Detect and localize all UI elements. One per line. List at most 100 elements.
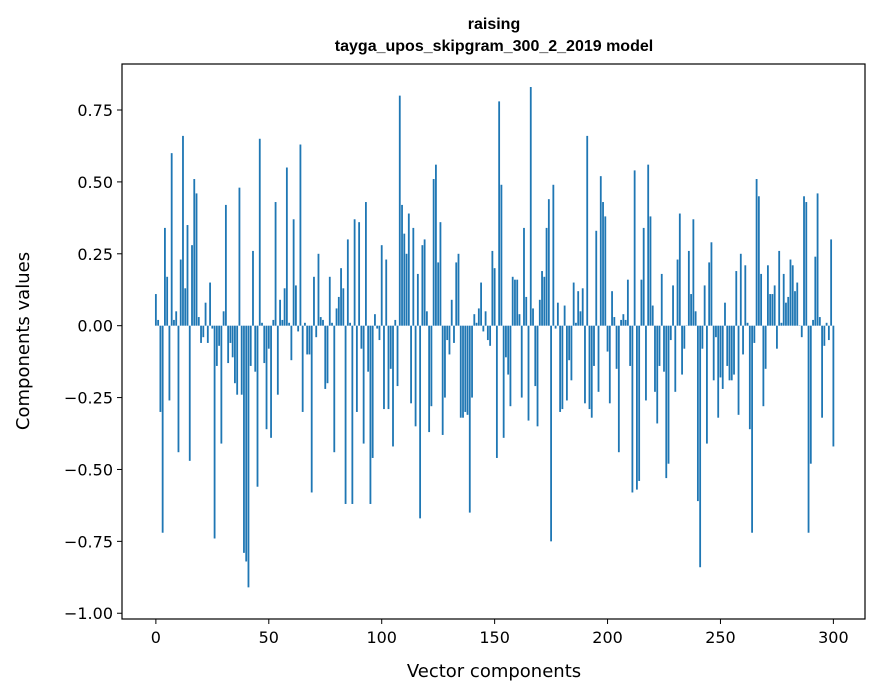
bar <box>550 325 552 542</box>
bar <box>703 285 706 326</box>
bar <box>412 227 415 326</box>
bar <box>599 176 602 326</box>
y-tick-label: −0.25 <box>64 389 113 408</box>
bar <box>294 285 297 326</box>
bar <box>200 325 202 343</box>
bar <box>378 325 381 341</box>
bar <box>543 276 546 326</box>
y-tick-label: 0.50 <box>77 173 113 192</box>
bar <box>455 262 458 326</box>
bar <box>355 325 358 412</box>
bar <box>292 219 295 326</box>
bar <box>556 302 559 326</box>
bar <box>559 325 562 412</box>
bar <box>602 202 604 326</box>
bar <box>800 325 803 338</box>
bar <box>477 308 480 326</box>
bar <box>766 265 769 326</box>
bar <box>457 253 460 326</box>
bar <box>376 325 379 329</box>
bar <box>604 216 607 326</box>
bar <box>471 325 473 398</box>
bar <box>283 288 286 326</box>
bar <box>785 302 787 326</box>
bar <box>285 167 288 326</box>
bar <box>527 325 530 421</box>
bar <box>534 325 537 387</box>
bar <box>258 138 261 326</box>
bar <box>328 276 331 326</box>
bar <box>764 325 767 369</box>
bar <box>796 282 799 326</box>
x-tick-label: 250 <box>705 628 736 647</box>
bar <box>620 319 622 326</box>
bar <box>301 325 304 412</box>
bar <box>498 101 501 326</box>
bar <box>694 311 697 326</box>
bar <box>518 314 521 326</box>
bar <box>448 325 451 355</box>
bar <box>202 325 205 338</box>
bar <box>674 325 677 392</box>
bar <box>351 325 354 504</box>
bar <box>177 325 180 453</box>
bar <box>529 87 532 326</box>
bar <box>288 322 291 326</box>
bar <box>154 294 157 326</box>
bar <box>218 325 221 346</box>
bar <box>665 325 668 479</box>
bar <box>191 245 193 326</box>
bar <box>721 325 724 389</box>
bar <box>832 325 835 447</box>
bar <box>769 294 772 326</box>
bar <box>748 325 751 430</box>
bar <box>654 325 656 392</box>
bar <box>606 325 609 352</box>
bar <box>236 325 239 395</box>
bar <box>362 325 365 444</box>
bar <box>638 325 641 481</box>
bar <box>687 250 690 326</box>
bar <box>532 308 534 326</box>
bar <box>701 325 704 349</box>
bar <box>324 325 327 389</box>
bar <box>622 314 625 326</box>
bar <box>313 276 315 326</box>
bar <box>157 319 160 326</box>
bar <box>425 311 428 326</box>
bar <box>331 322 333 326</box>
bar <box>369 325 372 504</box>
bar <box>276 325 279 395</box>
bar <box>243 325 245 553</box>
bar <box>164 227 166 326</box>
bar <box>414 325 417 427</box>
bar <box>416 273 419 326</box>
bar <box>593 325 595 366</box>
bar <box>590 325 593 418</box>
bar <box>699 325 702 568</box>
bar <box>552 184 555 326</box>
bar <box>669 325 672 341</box>
bar <box>195 193 198 326</box>
bar <box>340 268 342 326</box>
bar <box>649 216 652 326</box>
y-axis-label: Components values <box>13 252 34 430</box>
bar <box>229 325 232 343</box>
bar <box>586 135 589 326</box>
bar <box>166 276 169 326</box>
bar <box>523 227 525 326</box>
bar <box>407 213 410 326</box>
bar <box>423 239 426 326</box>
bar <box>482 325 485 332</box>
bar <box>267 325 270 349</box>
bar <box>495 325 498 458</box>
bar <box>360 325 363 349</box>
bar <box>735 271 738 326</box>
bar <box>794 291 796 326</box>
bar <box>326 325 329 384</box>
bar <box>561 325 564 410</box>
bar <box>182 135 184 326</box>
bar <box>389 325 392 369</box>
bar <box>261 322 263 326</box>
bar <box>520 325 523 398</box>
